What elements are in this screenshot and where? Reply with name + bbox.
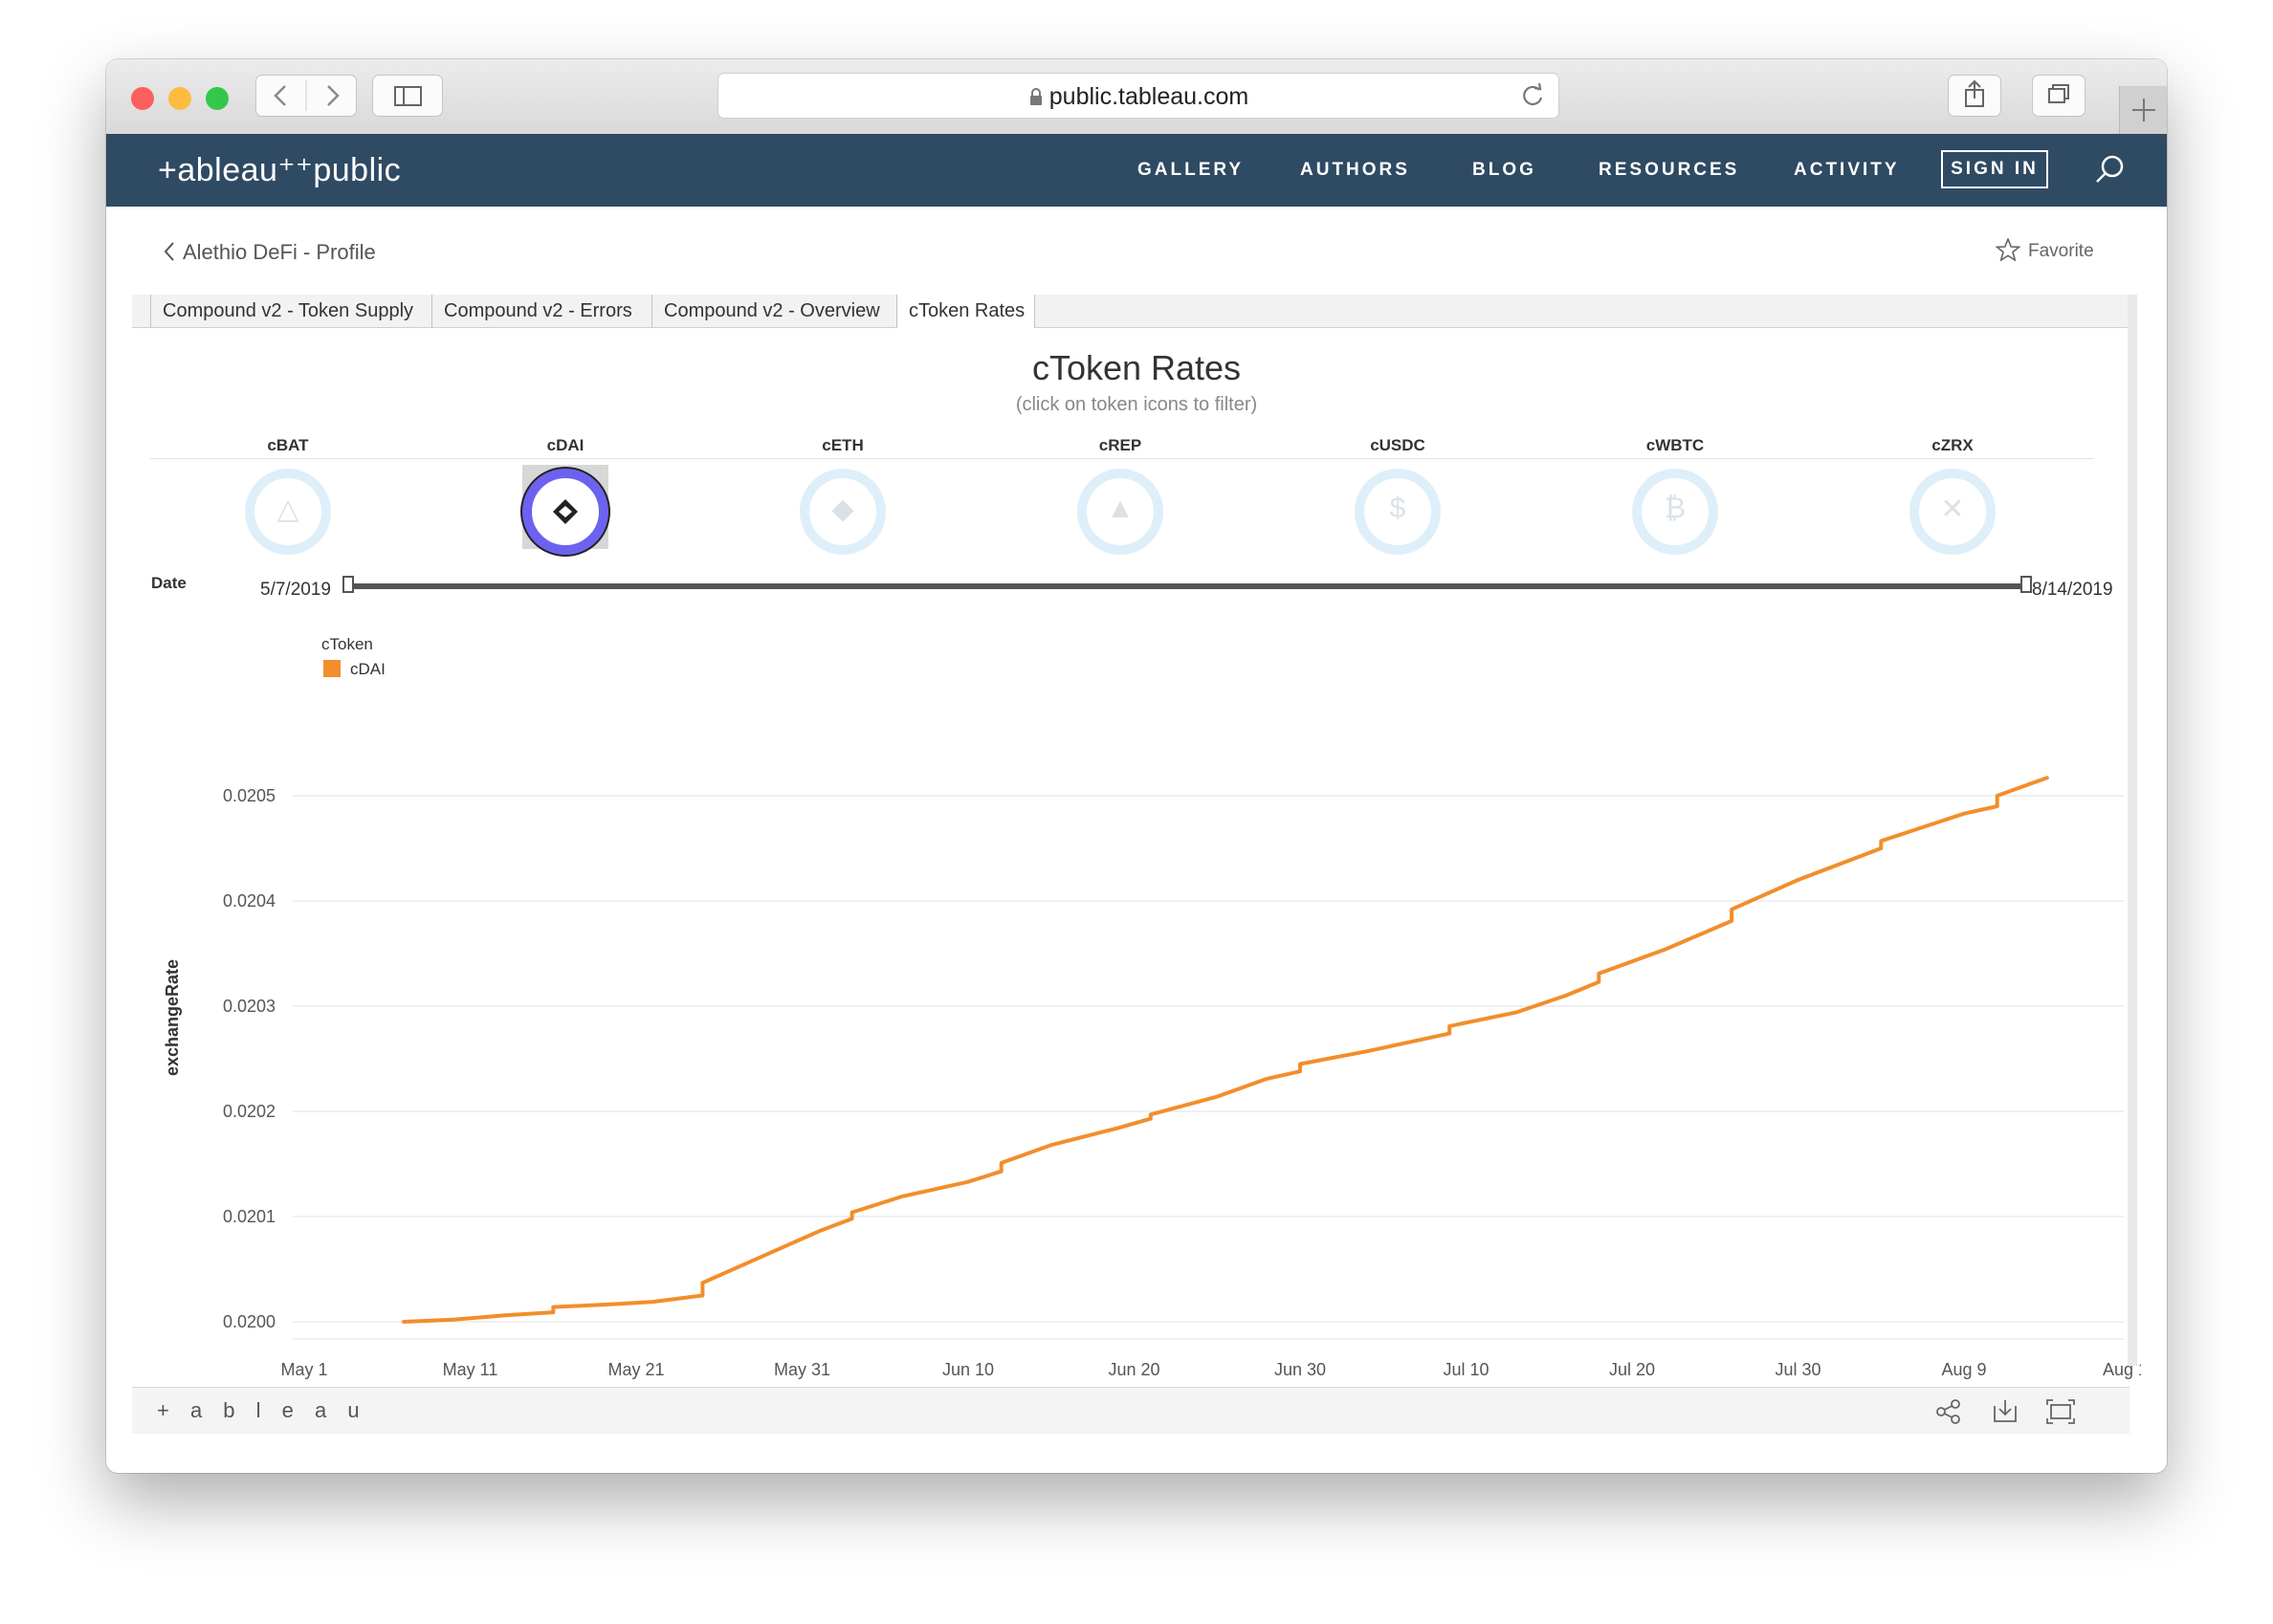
lock-icon — [1029, 88, 1042, 105]
date-filter-start[interactable]: 5/7/2019 — [260, 580, 331, 600]
legend-title: cToken — [321, 635, 373, 653]
token-header-divider — [150, 458, 2094, 459]
tab-ctoken-rates[interactable]: cToken Rates — [897, 295, 1035, 328]
rep-token-icon[interactable]: ▲ — [1077, 469, 1163, 555]
viz-toolbar: + a b l e a u — [132, 1387, 2130, 1434]
tab-errors[interactable]: Compound v2 - Errors — [432, 295, 652, 327]
y-tick-label: 0.0201 — [223, 1207, 276, 1226]
eth-token-icon[interactable]: ◆ — [800, 469, 886, 555]
share-button[interactable] — [1948, 75, 2001, 117]
tab-spacer — [132, 295, 151, 327]
star-icon — [1995, 236, 2021, 262]
tab-overview[interactable]: Compound v2 - Overview — [652, 295, 897, 327]
bat-token-icon[interactable]: △ — [245, 469, 331, 555]
viz-subtitle: (click on token icons to filter) — [1015, 394, 1258, 415]
dai-token-icon[interactable] — [522, 469, 608, 555]
token-header-cdai: cDAI — [546, 436, 585, 454]
legend-label-cdai[interactable]: cDAI — [350, 660, 386, 678]
sidebar-toggle-button[interactable] — [372, 75, 443, 117]
url-text: public.tableau.com — [1048, 83, 1249, 110]
tableau-public-logo[interactable]: +ableau⁺⁺public — [158, 152, 402, 188]
x-tick-label: Jul 20 — [1609, 1360, 1655, 1379]
wbtc-token-icon[interactable]: ₿ — [1632, 469, 1718, 555]
date-slider-start-handle[interactable] — [342, 576, 354, 593]
date-range-slider[interactable] — [348, 583, 2026, 589]
browser-toolbar: public.tableau.com — [106, 59, 2167, 135]
back-to-profile-link[interactable]: Alethio DeFi - Profile — [162, 240, 376, 265]
x-tick-label: Jun 10 — [942, 1360, 994, 1379]
date-filter-end[interactable]: 8/14/2019 — [2032, 580, 2113, 600]
x-tick-label: May 31 — [774, 1360, 830, 1379]
close-window-button[interactable] — [131, 87, 154, 110]
legend-swatch-cdai[interactable] — [323, 660, 341, 677]
sign-in-button[interactable]: SIGN IN — [1941, 150, 2048, 188]
site-header: +ableau⁺⁺public GALLERY AUTHORS BLOG RES… — [106, 134, 2167, 207]
zoom-window-button[interactable] — [206, 87, 229, 110]
nav-blog[interactable]: BLOG — [1472, 160, 1536, 180]
exchange-rate-chart: 0.0200 0.0201 0.0202 0.0203 0.0204 0.0205 May … — [163, 776, 2141, 1379]
x-tick-label: Jun 20 — [1108, 1360, 1159, 1379]
new-tab-button[interactable] — [2119, 86, 2167, 134]
sheet-tabs: Compound v2 - Token Supply Compound v2 -… — [132, 295, 2130, 328]
tableau-footer-logo[interactable]: + a b l e a u — [157, 1398, 367, 1422]
url-row: public.tableau.com — [718, 83, 1558, 111]
download-icon[interactable] — [1991, 1397, 2019, 1426]
share-icon — [1965, 79, 1984, 107]
favorite-label: Favorite — [2028, 241, 2094, 261]
viz-title: cToken Rates — [1031, 348, 1242, 387]
y-tick-label: 0.0202 — [223, 1102, 276, 1121]
nav-resources[interactable]: RESOURCES — [1599, 160, 1740, 180]
vertical-scrollbar[interactable] — [2128, 295, 2137, 1366]
tabs-icon — [2048, 84, 2069, 103]
browser-window: public.tableau.com — [106, 59, 2167, 1473]
sidebar-icon — [394, 86, 422, 106]
plus-icon — [2132, 99, 2155, 121]
zrx-token-icon[interactable]: ✕ — [1909, 469, 1996, 555]
x-tick-label: Jun 30 — [1274, 1360, 1326, 1379]
y-axis-title: exchangeRate — [163, 959, 182, 1076]
tabs-overview-button[interactable] — [2032, 75, 2085, 117]
x-tick-label: May 1 — [280, 1360, 327, 1379]
date-slider-end-handle[interactable] — [2020, 576, 2032, 593]
back-icon[interactable] — [256, 76, 306, 116]
usdc-token-icon[interactable]: $ — [1355, 469, 1441, 555]
address-bar[interactable]: public.tableau.com — [717, 73, 1559, 119]
x-tick-label: May 11 — [443, 1360, 498, 1379]
back-to-profile-label: Alethio DeFi - Profile — [183, 240, 376, 264]
tab-token-supply[interactable]: Compound v2 - Token Supply — [151, 295, 432, 327]
token-header-ceth: cETH — [822, 436, 864, 454]
chevron-left-icon — [164, 242, 174, 261]
forward-icon[interactable] — [307, 76, 357, 116]
token-header-crep: cREP — [1098, 436, 1142, 454]
favorite-button[interactable]: Favorite — [1995, 236, 2094, 262]
x-tick-label: May 21 — [607, 1360, 664, 1379]
y-tick-label: 0.0204 — [223, 891, 276, 911]
x-tick-label: Jul 30 — [1775, 1360, 1821, 1379]
series-line-cdai — [402, 776, 2049, 1324]
y-tick-label: 0.0203 — [223, 997, 276, 1016]
token-header-cwbtc: cWBTC — [1645, 436, 1705, 454]
minimize-window-button[interactable] — [168, 87, 191, 110]
history-nav-group — [255, 75, 357, 117]
nav-gallery[interactable]: GALLERY — [1137, 160, 1245, 180]
fullscreen-icon[interactable] — [2045, 1397, 2076, 1426]
x-tick-label: Aug 9 — [1941, 1360, 1986, 1379]
nav-activity[interactable]: ACTIVITY — [1794, 160, 1900, 180]
y-tick-label: 0.0205 — [223, 786, 276, 805]
nav-authors[interactable]: AUTHORS — [1300, 160, 1410, 180]
x-tick-label: Jul 10 — [1443, 1360, 1489, 1379]
token-header-czrx: cZRX — [1931, 436, 1974, 454]
y-tick-label: 0.0200 — [223, 1312, 276, 1331]
token-header-cusdc: cUSDC — [1370, 436, 1425, 454]
tableau-viz: Compound v2 - Token Supply Compound v2 -… — [132, 295, 2141, 1434]
token-header-cbat: cBAT — [267, 436, 309, 454]
reload-icon[interactable] — [1518, 81, 1547, 110]
date-filter-label: Date — [151, 574, 187, 592]
search-icon[interactable] — [2090, 151, 2129, 189]
share-icon[interactable] — [1934, 1397, 1963, 1426]
